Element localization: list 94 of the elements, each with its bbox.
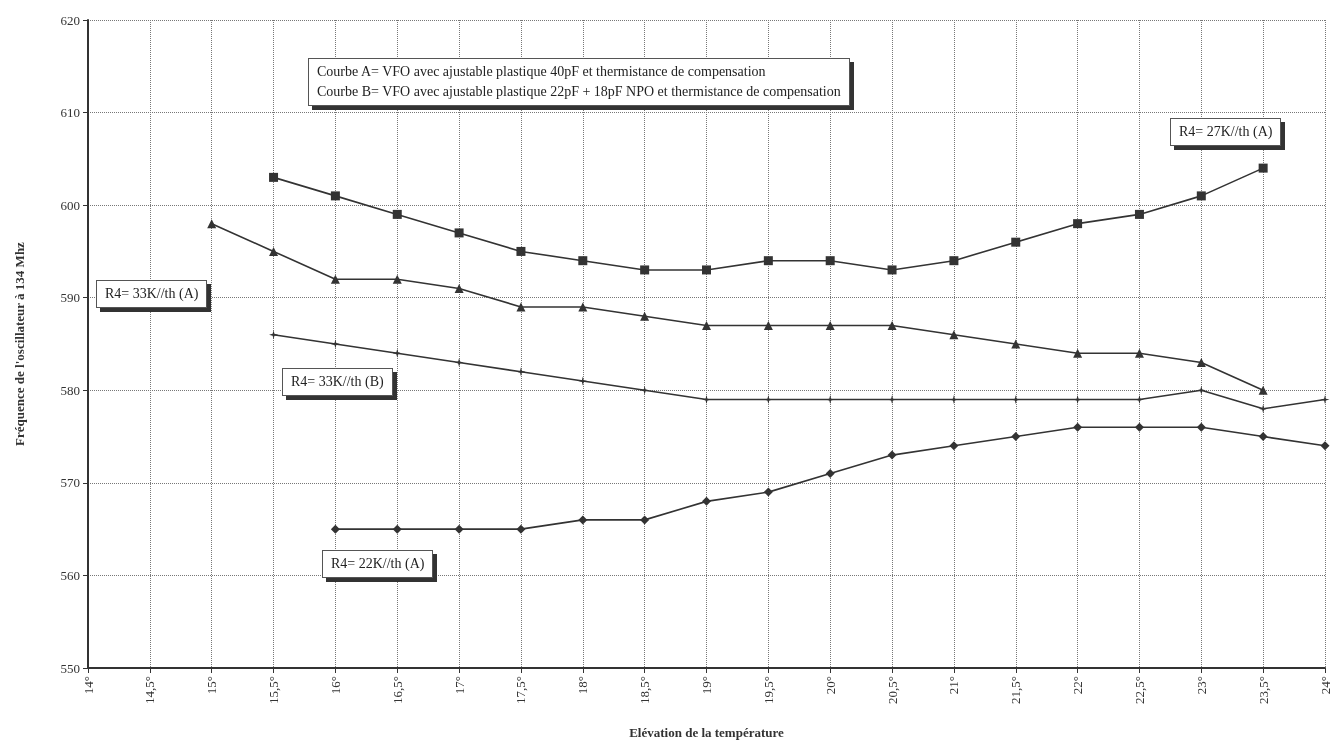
point xyxy=(392,524,402,534)
point xyxy=(1011,432,1021,442)
point xyxy=(454,358,464,368)
annotation: Courbe B= VFO avec ajustable plastique 22pF + 18pF NPO et thermistance de compensation xyxy=(317,83,841,101)
y-tick-label: 590 xyxy=(60,290,80,306)
x-tick-label: 15° xyxy=(204,676,220,695)
y-tick-label: 550 xyxy=(60,660,80,676)
point xyxy=(516,367,526,377)
y-tick-label: 560 xyxy=(60,567,80,583)
point xyxy=(763,256,773,266)
annotation: R4= 33K//th (B) xyxy=(291,373,384,391)
point xyxy=(392,274,402,284)
y-tick-label: 610 xyxy=(60,105,80,121)
point xyxy=(454,228,464,238)
y-axis-title: Fréquence de l'oscillateur à 134 Mhz xyxy=(12,241,27,446)
point xyxy=(1073,219,1083,229)
x-tick-label: 22,5° xyxy=(1131,676,1147,704)
point xyxy=(887,265,897,275)
point xyxy=(949,330,959,340)
x-tick-label: 24° xyxy=(1317,676,1333,695)
point xyxy=(949,441,959,451)
point xyxy=(702,320,711,330)
point xyxy=(392,209,402,219)
point xyxy=(578,515,588,525)
x-axis-title: Elévation de la température xyxy=(629,725,785,740)
point xyxy=(1258,404,1268,414)
point xyxy=(516,246,526,256)
x-tick-label: 23,5° xyxy=(1255,676,1271,704)
x-tick-label: 20° xyxy=(822,676,838,695)
point xyxy=(1073,348,1083,358)
point xyxy=(1258,385,1268,395)
point xyxy=(1320,441,1330,451)
x-tick-label: 18° xyxy=(575,676,591,695)
point xyxy=(825,256,835,266)
point xyxy=(887,450,897,460)
y-tick-label: 570 xyxy=(60,475,80,491)
point xyxy=(763,320,773,330)
point xyxy=(330,191,340,201)
point xyxy=(269,246,279,256)
point xyxy=(1134,209,1144,219)
y-tick-label: 580 xyxy=(60,382,80,398)
point xyxy=(269,172,279,182)
x-tick-label: 22° xyxy=(1070,676,1086,695)
point xyxy=(702,265,711,275)
point xyxy=(1073,422,1083,432)
point xyxy=(330,339,340,349)
point xyxy=(1011,237,1021,247)
point xyxy=(640,515,650,525)
point xyxy=(1011,339,1021,349)
point xyxy=(330,524,340,534)
point xyxy=(1134,348,1144,358)
point xyxy=(392,348,402,358)
x-tick-label: 19,5° xyxy=(760,676,776,704)
point xyxy=(640,265,650,275)
annotation: R4= 33K//th (A) xyxy=(105,285,199,303)
x-tick-label: 15,5° xyxy=(266,676,282,704)
annotation: R4= 27K//th (A) xyxy=(1179,123,1273,141)
point xyxy=(578,256,588,266)
y-tick-label: 620 xyxy=(60,12,80,28)
x-tick-label: 17,5° xyxy=(513,676,529,704)
x-tick-label: 14,5° xyxy=(142,676,158,704)
annotation: Courbe A= VFO avec ajustable plastique 40pF et thermistance de compensation xyxy=(317,63,767,81)
x-tick-label: 21° xyxy=(946,676,962,695)
x-tick-label: 18,5° xyxy=(637,676,653,704)
x-tick-label: 19° xyxy=(699,676,714,695)
point xyxy=(1196,358,1206,368)
x-tick-label: 16,5° xyxy=(389,676,405,704)
point xyxy=(949,256,959,266)
x-tick-label: 14° xyxy=(80,676,96,695)
point xyxy=(1258,432,1268,442)
point xyxy=(454,283,464,293)
point xyxy=(825,320,835,330)
point xyxy=(763,487,773,497)
point xyxy=(1196,422,1206,432)
point xyxy=(516,524,526,534)
y-tick-label: 600 xyxy=(60,197,80,213)
x-tick-label: 17° xyxy=(451,676,467,695)
point xyxy=(825,469,835,479)
point xyxy=(1320,395,1330,405)
x-tick-label: 23° xyxy=(1193,676,1209,695)
x-tick-label: 21,5° xyxy=(1008,676,1024,704)
point xyxy=(269,330,279,340)
point xyxy=(578,376,588,386)
point xyxy=(640,311,650,321)
point xyxy=(330,274,340,284)
point xyxy=(887,320,897,330)
point xyxy=(702,496,711,506)
point xyxy=(1196,191,1206,201)
point xyxy=(1134,422,1144,432)
annotation: R4= 22K//th (A) xyxy=(331,555,425,573)
x-tick-label: 16° xyxy=(327,676,343,695)
point xyxy=(454,524,464,534)
x-tick-label: 20,5° xyxy=(884,676,900,704)
point xyxy=(1258,163,1268,173)
